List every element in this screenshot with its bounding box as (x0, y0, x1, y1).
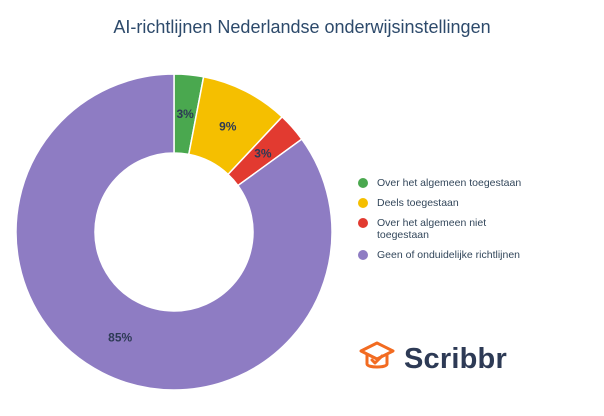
legend-label: Geen of onduidelijke richtlijnen (377, 249, 521, 261)
legend: Over het algemeen toegestaan Deels toege… (358, 177, 538, 269)
scribbr-logo: Scribbr (358, 340, 507, 379)
legend-swatch (358, 178, 368, 188)
legend-item-partly-allowed[interactable]: Deels toegestaan (358, 197, 538, 209)
legend-item-generally-not-allowed[interactable]: Over het algemeen niet toegestaan (358, 217, 538, 241)
data-label: 9% (219, 119, 237, 133)
legend-label: Deels toegestaan (377, 197, 459, 209)
legend-swatch (358, 198, 368, 208)
chart-title: AI-richtlijnen Nederlandse onderwijsinst… (113, 17, 491, 37)
graduation-cap-icon (358, 340, 396, 379)
logo-text: Scribbr (404, 343, 507, 375)
data-label: 85% (108, 331, 132, 345)
legend-swatch (358, 250, 368, 260)
legend-label: Over het algemeen niet toegestaan (377, 217, 487, 241)
legend-item-generally-allowed[interactable]: Over het algemeen toegestaan (358, 177, 538, 189)
legend-item-no-guidelines[interactable]: Geen of onduidelijke richtlijnen (358, 249, 538, 261)
legend-swatch (358, 218, 368, 228)
data-label: 3% (176, 107, 194, 121)
data-label: 3% (254, 147, 272, 161)
legend-label: Over het algemeen toegestaan (377, 177, 522, 189)
slice-no-guidelines[interactable] (15, 73, 333, 391)
